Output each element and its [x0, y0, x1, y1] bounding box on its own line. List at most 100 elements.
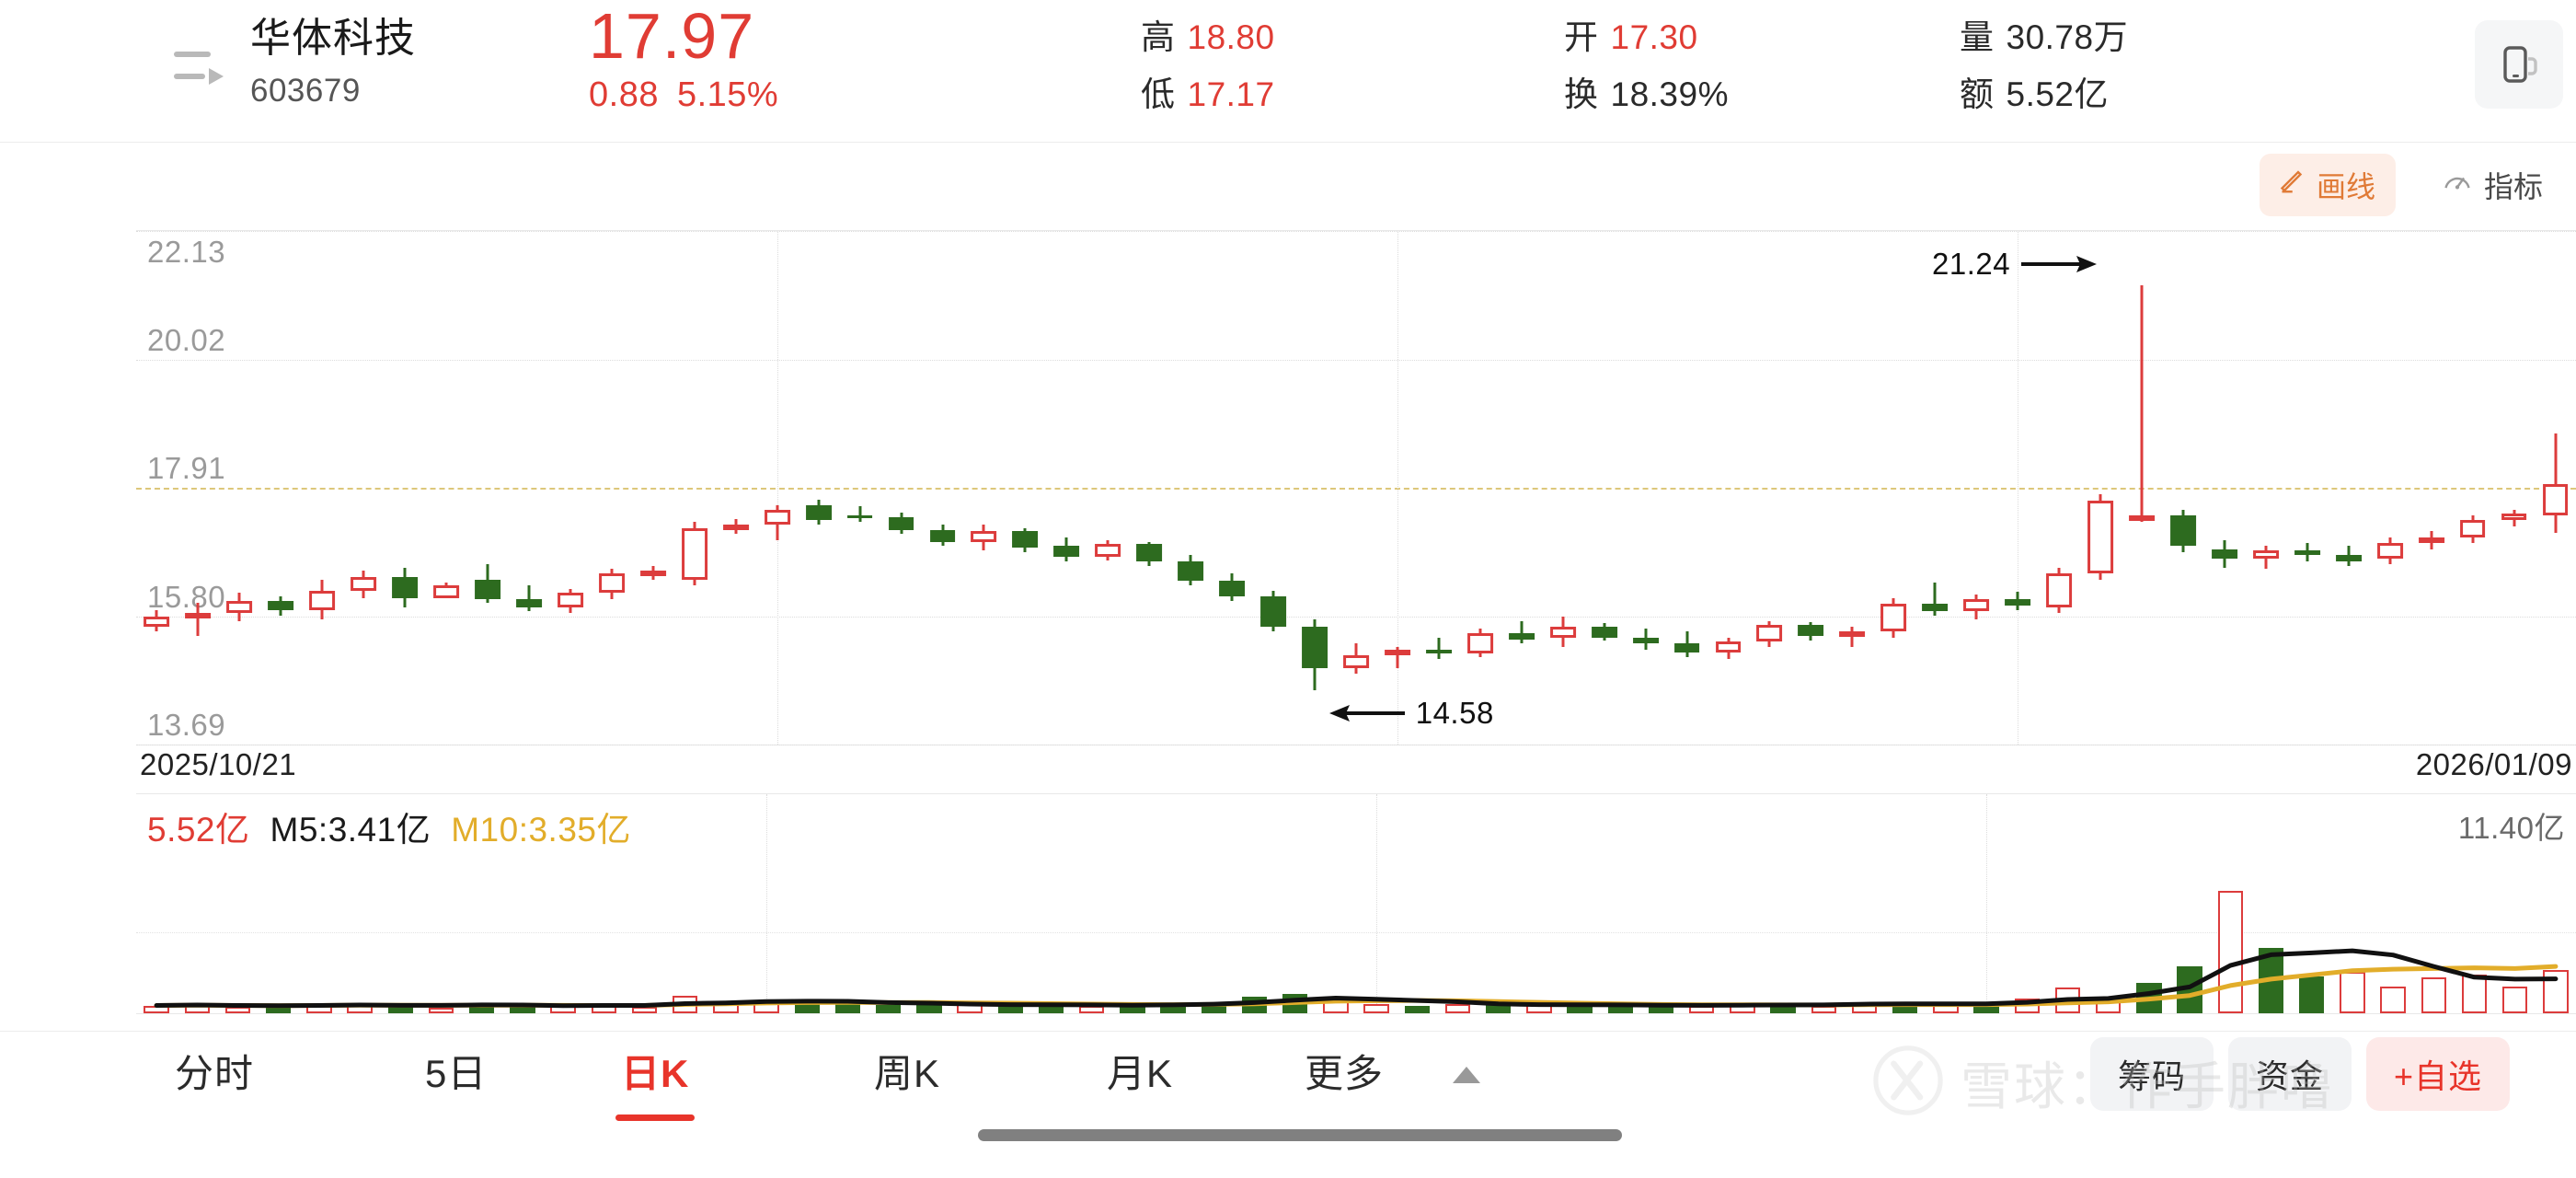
- stock-name: 华体科技: [250, 16, 416, 61]
- draw-line-button[interactable]: 画线: [2259, 154, 2396, 216]
- stat-col-volume-amount: 量 30.78万 额 5.52亿: [1960, 9, 2128, 123]
- volume-bar: [1485, 1004, 1512, 1013]
- volume-ma5-label: M5:3.41亿: [270, 811, 431, 849]
- candle-body: [1591, 627, 1617, 638]
- candle-body: [1178, 560, 1204, 582]
- volume-bar: [1444, 1003, 1471, 1013]
- last-price: 17.97: [589, 0, 755, 72]
- add-watchlist-button[interactable]: +自选: [2366, 1037, 2511, 1111]
- stat-volume-label: 量: [1960, 18, 1995, 56]
- volume-bar: [1567, 1005, 1593, 1013]
- volume-bar: [2298, 976, 2325, 1013]
- candle-body: [1095, 544, 1121, 557]
- tab-5day[interactable]: 5日: [425, 1052, 488, 1095]
- draw-line-label: 画线: [2316, 170, 2375, 203]
- candle-body: [1219, 581, 1246, 597]
- tab-more[interactable]: 更多: [1305, 1052, 1385, 1095]
- candle-body: [1508, 633, 1535, 640]
- volume-bar: [2501, 987, 2528, 1013]
- tab-day-k[interactable]: 日K: [615, 1043, 696, 1121]
- volume-ma10-label: M10:3.35亿: [451, 811, 631, 849]
- candle-wick: [858, 506, 862, 522]
- volume-bar: [1160, 1002, 1186, 1013]
- candle-body: [2376, 543, 2403, 559]
- chips-button[interactable]: 筹码: [2090, 1037, 2214, 1111]
- home-indicator-bar[interactable]: [978, 1129, 1622, 1141]
- candle-body: [2211, 549, 2237, 559]
- candle-body: [1053, 546, 1080, 557]
- volume-chart[interactable]: 5.52亿 M5:3.41亿 M10:3.35亿 11.40亿: [136, 793, 2576, 1014]
- y-axis-label: 20.02: [147, 322, 226, 357]
- gridline: [136, 359, 2576, 361]
- volume-bar: [265, 1005, 292, 1013]
- candle-wick: [1396, 646, 1399, 668]
- candle-body: [2087, 500, 2114, 574]
- candle-body: [351, 576, 377, 591]
- candle-body: [888, 517, 914, 530]
- volume-vertical-gridline: [766, 794, 768, 1013]
- stock-header: 华体科技 603679 17.97 0.88 5.15% 高 18.80 低 17.1…: [0, 0, 2576, 143]
- change-percent: 5.15%: [676, 75, 779, 114]
- candle-body: [681, 527, 707, 580]
- candle-body: [1673, 643, 1700, 653]
- volume-bar: [1038, 1004, 1064, 1013]
- tab-month-k[interactable]: 月K: [1107, 1052, 1174, 1095]
- volume-gridline: [136, 932, 2576, 933]
- stat-turnover: 换 18.39%: [1564, 66, 1729, 123]
- volume-amount-label: 5.52亿: [147, 811, 250, 849]
- candle-body: [2294, 550, 2320, 556]
- candle-body: [1012, 530, 1039, 549]
- volume-bar: [1404, 1005, 1430, 1013]
- candle-body: [2335, 555, 2362, 561]
- candle-body: [392, 576, 419, 598]
- candle-body: [2459, 520, 2486, 537]
- phone-rotate-icon[interactable]: [2475, 20, 2563, 109]
- candle-body: [2005, 598, 2031, 606]
- volume-bar: [2217, 891, 2243, 1013]
- candle-body: [971, 530, 997, 542]
- gridline: [136, 231, 2576, 232]
- candle-body: [764, 509, 790, 525]
- candle-body: [1260, 596, 1287, 628]
- candle-wick: [1437, 637, 1441, 659]
- candle-wick: [444, 583, 448, 587]
- funds-button[interactable]: 资金: [2228, 1037, 2352, 1111]
- candle-body: [1756, 625, 1783, 642]
- volume-ma-lines: [154, 948, 2559, 1009]
- stock-code: 603679: [250, 73, 361, 109]
- stat-open: 开 17.30: [1564, 9, 1729, 66]
- stat-low-value: 17.17: [1187, 75, 1275, 113]
- indicator-button[interactable]: 指标: [2427, 154, 2558, 216]
- tab-week-k[interactable]: 周K: [874, 1052, 941, 1095]
- low-annotation: 14.58: [1328, 696, 1494, 733]
- candlestick-chart[interactable]: 22.13 20.02 17.91 15.80 13.69 21.24 14.58: [136, 230, 2576, 745]
- candle-body: [1466, 633, 1493, 654]
- arrow-right-icon: [2019, 248, 2099, 283]
- stock-identity[interactable]: 华体科技 603679: [250, 13, 416, 114]
- candle-wick: [1520, 620, 1524, 644]
- candle-body: [1136, 544, 1163, 561]
- price-block: 17.97 0.88 5.15%: [589, 0, 797, 118]
- vertical-gridline: [1397, 231, 1398, 745]
- candle-body: [2046, 573, 2073, 607]
- expand-arrow-icon[interactable]: [170, 35, 231, 96]
- y-axis-label: 17.91: [147, 451, 226, 485]
- y-axis-label: 22.13: [147, 235, 226, 269]
- stat-open-label: 开: [1564, 18, 1599, 56]
- ma5-line: [154, 948, 2559, 1009]
- stat-col-open-turnover: 开 17.30 换 18.39%: [1564, 9, 1729, 123]
- candle-body: [1302, 627, 1328, 668]
- tab-minute[interactable]: 分时: [175, 1052, 255, 1095]
- candle-body: [805, 505, 832, 521]
- candle-body: [2129, 515, 2155, 522]
- volume-max-label: 11.40亿: [2457, 811, 2565, 845]
- chevron-up-icon[interactable]: [1447, 1061, 1486, 1091]
- high-annotation: 21.24: [1932, 247, 2099, 283]
- volume-vertical-gridline: [1376, 794, 1378, 1013]
- candle-body: [2252, 550, 2279, 559]
- candle-body: [1839, 631, 1866, 638]
- candle-body: [929, 529, 956, 542]
- candle-wick: [196, 602, 200, 636]
- candle-wick: [1933, 583, 1937, 617]
- candle-wick: [2140, 284, 2144, 522]
